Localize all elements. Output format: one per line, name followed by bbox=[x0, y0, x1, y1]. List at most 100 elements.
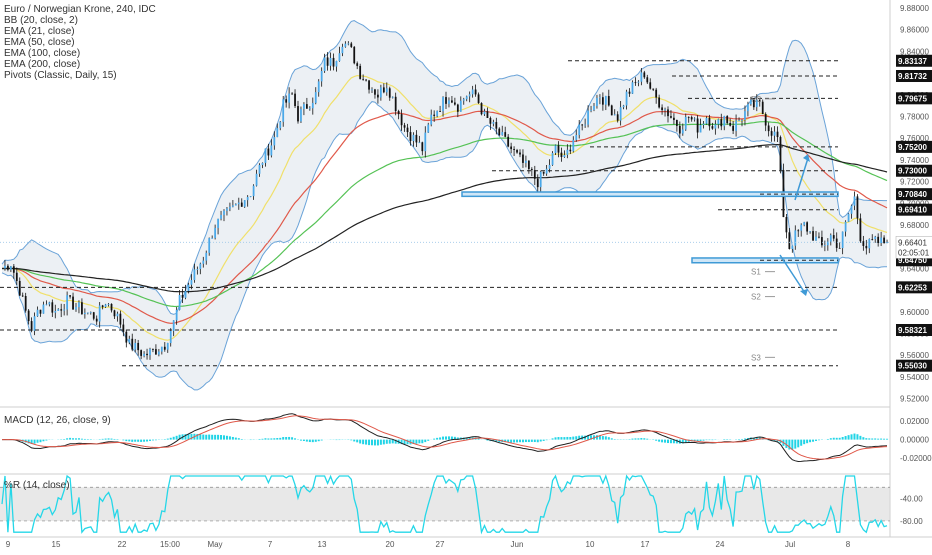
macd-histogram-bar bbox=[380, 440, 382, 445]
macd-pane[interactable] bbox=[2, 414, 888, 462]
candle-body bbox=[185, 291, 187, 298]
candle-body bbox=[830, 235, 832, 241]
candle-body bbox=[649, 82, 651, 88]
indicator-ema100[interactable]: EMA (100, close) bbox=[4, 48, 156, 59]
candle-body bbox=[96, 319, 98, 322]
candle-body bbox=[306, 104, 308, 109]
macd-histogram-bar bbox=[105, 439, 107, 440]
indicator-ema50[interactable]: EMA (50, close) bbox=[4, 37, 156, 48]
macd-histogram-bar bbox=[842, 437, 844, 440]
candle-body bbox=[472, 90, 474, 95]
macd-histogram-bar bbox=[806, 440, 808, 444]
candle-body bbox=[404, 125, 406, 127]
candle-body bbox=[176, 310, 178, 320]
macd-histogram-bar bbox=[350, 440, 352, 441]
candle-body bbox=[51, 302, 53, 312]
candle-body bbox=[22, 296, 24, 297]
price-label-text: 9.79675 bbox=[898, 94, 927, 103]
candle-body bbox=[99, 305, 101, 321]
macd-histogram-bar bbox=[279, 438, 281, 440]
candle-body bbox=[7, 266, 9, 270]
candle-body bbox=[448, 100, 450, 103]
price-axis[interactable]: 9.520009.540009.560009.580009.600009.620… bbox=[896, 4, 932, 526]
time-tick-label: 20 bbox=[386, 540, 395, 549]
candle-body bbox=[179, 295, 181, 310]
candle-body bbox=[439, 111, 441, 112]
macd-histogram-bar bbox=[294, 438, 296, 439]
candle-body bbox=[125, 332, 127, 343]
macd-histogram-bar bbox=[300, 440, 302, 441]
candle-body bbox=[673, 118, 675, 120]
macd-histogram-bar bbox=[392, 440, 394, 444]
indicator-pivots[interactable]: Pivots (Classic, Daily, 15) bbox=[4, 70, 156, 81]
candle-body bbox=[321, 71, 323, 81]
candle-body bbox=[857, 196, 859, 218]
macd-histogram-bar bbox=[546, 440, 548, 441]
candle-body bbox=[685, 117, 687, 129]
macd-histogram-bar bbox=[537, 440, 539, 443]
macd-histogram-bar bbox=[146, 440, 148, 442]
macd-histogram-bar bbox=[306, 440, 308, 442]
arrow-down-head bbox=[800, 289, 808, 296]
candle-body bbox=[309, 108, 311, 109]
macd-histogram-bar bbox=[528, 440, 530, 442]
candle-body bbox=[546, 169, 548, 174]
candle-body bbox=[152, 349, 154, 350]
candle-body bbox=[288, 94, 290, 103]
candle-body bbox=[797, 230, 799, 231]
macd-tick-label: -0.02000 bbox=[900, 454, 932, 463]
candle-body bbox=[149, 349, 151, 355]
candle-body bbox=[324, 57, 326, 71]
candle-body bbox=[342, 47, 344, 53]
candle-body bbox=[4, 266, 6, 269]
candle-body bbox=[575, 135, 577, 140]
candle-body bbox=[862, 241, 864, 246]
candle-body bbox=[623, 106, 625, 108]
candle-body bbox=[549, 165, 551, 169]
candle-body bbox=[279, 122, 281, 128]
candle-body bbox=[484, 111, 486, 114]
macd-histogram-bar bbox=[365, 440, 367, 445]
candle-body bbox=[19, 281, 21, 296]
macd-histogram-bar bbox=[865, 438, 867, 439]
wr-title[interactable]: %R (14, close) bbox=[4, 480, 70, 491]
macd-histogram-bar bbox=[637, 438, 639, 439]
symbol-title[interactable]: Euro / Norwegian Krone, 240, IDC bbox=[4, 4, 156, 15]
candle-body bbox=[247, 197, 249, 200]
candle-body bbox=[543, 172, 545, 174]
candle-body bbox=[513, 149, 515, 150]
candle-body bbox=[635, 82, 637, 83]
candle-body bbox=[768, 125, 770, 131]
macd-histogram-bar bbox=[552, 438, 554, 439]
candle-body bbox=[413, 135, 415, 141]
candle-body bbox=[392, 97, 394, 98]
candle-body bbox=[442, 97, 444, 111]
candle-body bbox=[10, 266, 12, 269]
williams-r-pane[interactable] bbox=[0, 476, 890, 532]
candle-body bbox=[848, 214, 850, 222]
wr-tick-label: -40.00 bbox=[900, 494, 923, 503]
candle-body bbox=[709, 118, 711, 126]
candle-body bbox=[845, 222, 847, 232]
macd-histogram-bar bbox=[439, 437, 441, 439]
macd-histogram-bar bbox=[572, 437, 574, 440]
candle-body bbox=[102, 305, 104, 307]
candle-body bbox=[854, 196, 856, 205]
indicator-bb[interactable]: BB (20, close, 2) bbox=[4, 15, 156, 26]
candle-body bbox=[463, 99, 465, 101]
macd-histogram-bar bbox=[851, 434, 853, 439]
candle-body bbox=[173, 320, 175, 331]
candle-body bbox=[786, 217, 788, 232]
macd-histogram-bar bbox=[531, 440, 533, 442]
candle-body bbox=[339, 53, 341, 61]
macd-title[interactable]: MACD (12, 26, close, 9) bbox=[4, 415, 111, 426]
indicator-ema200[interactable]: EMA (200, close) bbox=[4, 59, 156, 70]
candle-body bbox=[63, 310, 65, 311]
candle-body bbox=[658, 98, 660, 108]
candle-body bbox=[223, 211, 225, 215]
indicator-ema21[interactable]: EMA (21, close) bbox=[4, 26, 156, 37]
candle-body bbox=[729, 123, 731, 126]
